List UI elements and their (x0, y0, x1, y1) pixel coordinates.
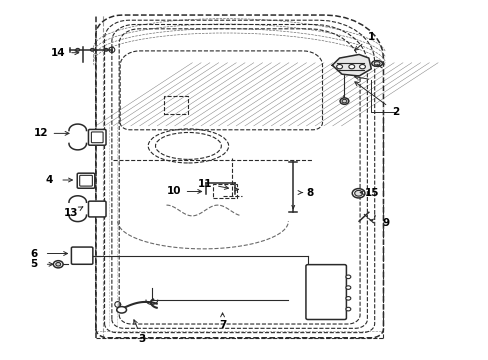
Polygon shape (331, 54, 370, 76)
FancyBboxPatch shape (77, 173, 95, 188)
Text: 9: 9 (382, 218, 388, 228)
Text: 2: 2 (391, 107, 399, 117)
FancyBboxPatch shape (305, 265, 346, 319)
Text: 15: 15 (364, 188, 379, 198)
Ellipse shape (354, 190, 362, 196)
Circle shape (336, 64, 342, 69)
Ellipse shape (341, 99, 346, 103)
Circle shape (90, 48, 94, 51)
Bar (163, 96, 188, 114)
FancyBboxPatch shape (88, 201, 106, 217)
Text: 10: 10 (166, 186, 181, 197)
Ellipse shape (339, 98, 348, 104)
Text: 5: 5 (30, 259, 38, 269)
Ellipse shape (109, 47, 115, 53)
Text: 7: 7 (219, 320, 226, 330)
FancyBboxPatch shape (88, 130, 106, 145)
Ellipse shape (351, 189, 364, 198)
Text: 12: 12 (33, 129, 48, 138)
Circle shape (359, 64, 365, 69)
Text: 6: 6 (30, 248, 38, 258)
Ellipse shape (371, 60, 382, 66)
Circle shape (348, 64, 354, 69)
Text: 11: 11 (198, 179, 212, 189)
Ellipse shape (117, 307, 126, 313)
Circle shape (53, 261, 63, 268)
Circle shape (345, 297, 350, 300)
Text: 14: 14 (51, 48, 65, 58)
Circle shape (345, 275, 350, 279)
Text: 3: 3 (138, 333, 145, 343)
Circle shape (345, 307, 350, 311)
Circle shape (76, 48, 80, 51)
Circle shape (56, 262, 61, 266)
Text: 13: 13 (64, 208, 79, 218)
Text: 8: 8 (306, 188, 313, 198)
Circle shape (104, 48, 108, 51)
Text: 1: 1 (367, 32, 374, 41)
Text: 4: 4 (46, 175, 53, 185)
Bar (212, 184, 237, 198)
Circle shape (345, 286, 350, 289)
Ellipse shape (373, 62, 379, 65)
FancyBboxPatch shape (71, 247, 93, 264)
